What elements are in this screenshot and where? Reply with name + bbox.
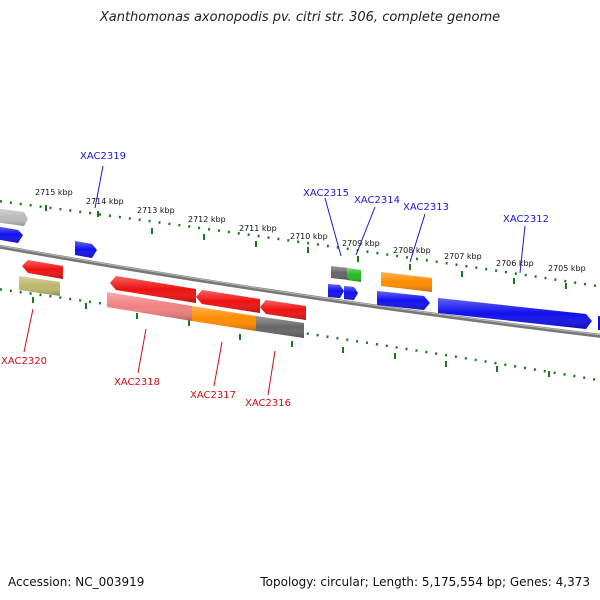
tick-label: 2708 kbp (393, 246, 431, 255)
gene-label[interactable]: XAC2315 (303, 188, 349, 199)
top-gene-labels: XAC2319 XAC2315 XAC2314 XAC2313 XAC2312 (80, 151, 549, 225)
reverse-features (19, 260, 306, 338)
gene-label[interactable]: XAC2314 (354, 195, 400, 206)
forward-features (0, 208, 600, 331)
gene-label[interactable]: XAC2319 (80, 151, 126, 162)
bottom-leaders (23, 308, 276, 396)
tick-labels: 2715 kbp 2714 kbp 2713 kbp 2712 kbp 2711… (35, 188, 586, 273)
tick-label: 2707 kbp (444, 252, 482, 261)
top-leaders (94, 165, 526, 274)
gene-label[interactable]: XAC2313 (403, 202, 449, 213)
map-title: Xanthomonas axonopodis pv. citri str. 30… (99, 10, 501, 25)
gene-label[interactable]: XAC2317 (190, 390, 236, 401)
gene-label[interactable]: XAC2312 (503, 214, 549, 225)
tick-label: 2715 kbp (35, 188, 73, 197)
tick-label: 2705 kbp (548, 264, 586, 273)
tick-label: 2712 kbp (188, 215, 226, 224)
gene-label[interactable]: XAC2320 (1, 356, 47, 367)
lower-major-ticks (32, 297, 550, 377)
gene-label[interactable]: XAC2318 (114, 377, 160, 388)
tick-label: 2713 kbp (137, 206, 175, 215)
accession-text: Accession: NC_003919 (8, 575, 145, 589)
gene-label[interactable]: XAC2316 (245, 398, 291, 409)
genome-summary-text: Topology: circular; Length: 5,175,554 bp… (260, 575, 590, 589)
upper-major-ticks (45, 205, 567, 289)
genome-backbone (0, 244, 600, 338)
tick-label: 2711 kbp (239, 224, 277, 233)
tick-label: 2714 kbp (86, 197, 124, 206)
tick-label: 2710 kbp (290, 232, 328, 241)
genome-backbone-highlight (0, 245, 600, 336)
bottom-gene-labels: XAC2320 XAC2318 XAC2317 XAC2316 (1, 356, 291, 409)
tick-label: 2706 kbp (496, 259, 534, 268)
